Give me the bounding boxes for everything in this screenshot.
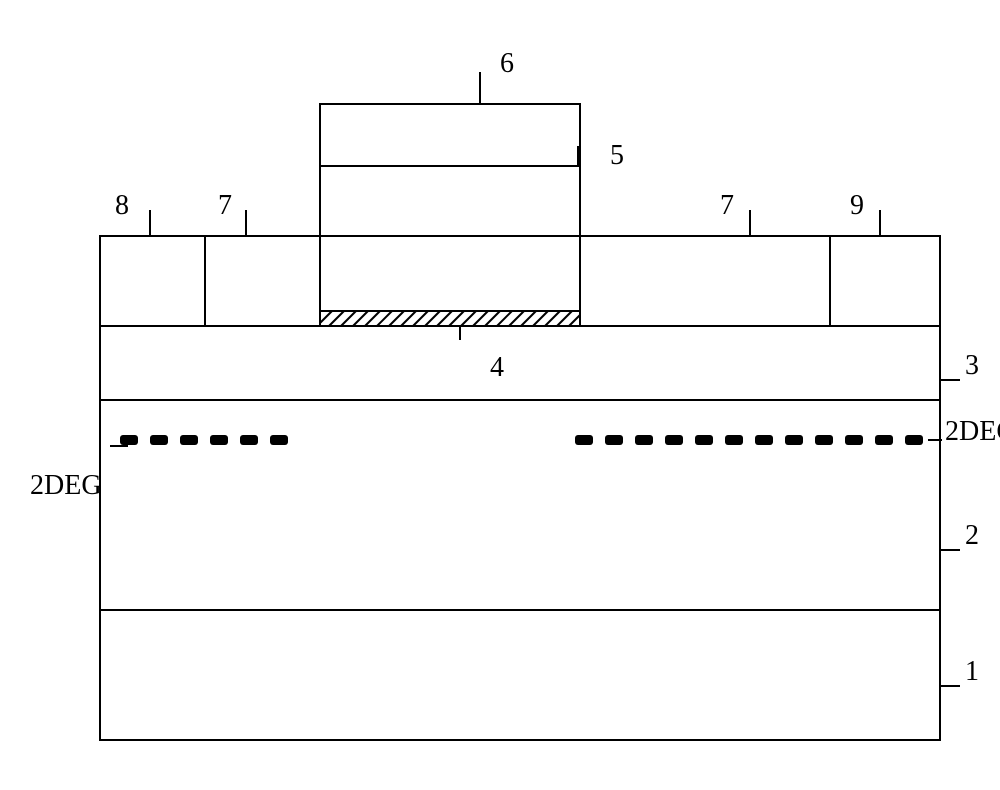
label-5: 5: [610, 140, 624, 172]
label-6: 6: [500, 48, 514, 80]
label-7-right: 7: [720, 190, 734, 222]
label-8: 8: [115, 190, 129, 222]
label-4: 4: [490, 352, 504, 384]
label-7-left: 7: [218, 190, 232, 222]
label-2deg-left: 2DEG: [30, 470, 102, 502]
label-2deg-right: 2DEG: [945, 416, 1000, 448]
label-1: 1: [965, 656, 979, 688]
label-9: 9: [850, 190, 864, 222]
diagram-svg: [20, 20, 1000, 770]
cross-section-diagram: 6 5 8 7 7 9 4 3 2DEG 2DEG 2 1: [20, 20, 1000, 770]
label-2: 2: [965, 520, 979, 552]
label-3: 3: [965, 350, 979, 382]
